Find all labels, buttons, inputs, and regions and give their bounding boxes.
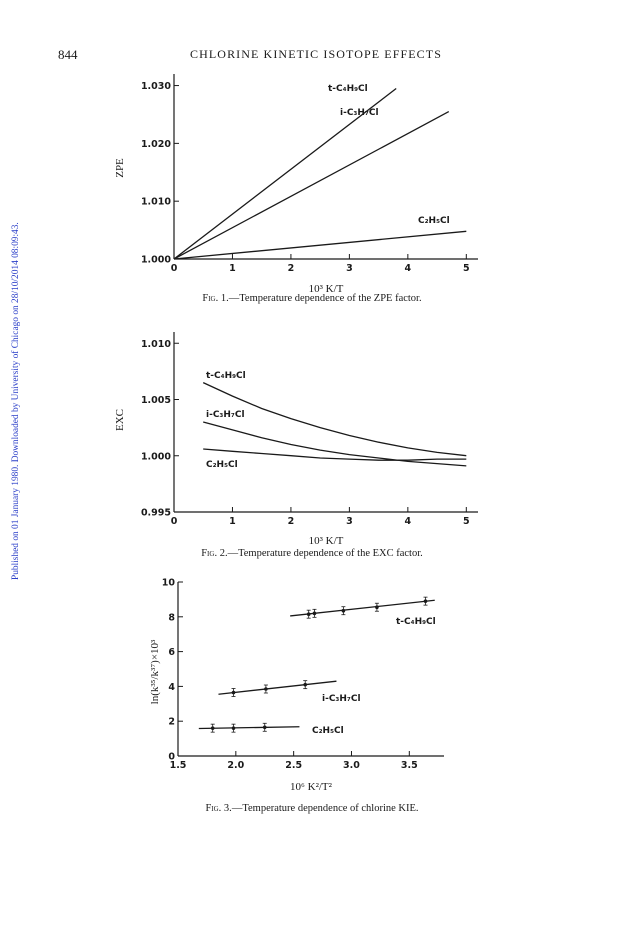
figure-1-caption-text: —Temperature dependence of the ZPE facto… [228, 293, 422, 304]
series-line-t-c-h-cl [202, 382, 467, 457]
side-note: Published on 01 January 1980. Downloaded… [4, 120, 24, 600]
x-tick-label: 4 [405, 263, 412, 274]
page-number: 844 [58, 47, 78, 62]
x-tick-label: 5 [463, 263, 470, 274]
figure-3-caption-text: —Temperature dependence of chlorine KIE. [231, 803, 419, 814]
x-tick-label: 0 [171, 516, 178, 527]
figure-2-label: Fig. 2. [201, 548, 228, 559]
series-line-i-c-h-cl [173, 111, 450, 260]
x-tick-label: 0 [171, 263, 178, 274]
y-tick-label: 1.000 [141, 451, 171, 462]
series-line-i-c-h-cl [203, 421, 467, 467]
y-tick-label: 1.030 [141, 81, 171, 92]
y-axis-title: EXC [114, 409, 126, 431]
y-tick-label: 6 [168, 647, 175, 658]
fit-line-t-c-h-cl [290, 599, 435, 617]
y-axis-title: ln(k³⁵/k³⁷)×10³ [149, 639, 161, 704]
y-tick-label: 1.000 [141, 255, 171, 266]
series-label-c-h-cl: C₂H₅Cl [312, 726, 344, 736]
fit-line-i-c-h-cl [218, 680, 337, 695]
x-tick-label: 3.5 [401, 760, 418, 771]
x-tick-label: 1 [229, 263, 236, 274]
x-tick-label: 3.0 [343, 760, 360, 771]
x-tick-label: 1.5 [170, 760, 187, 771]
figure-3: 1.5 2.0 2.5 3.0 3.5 0 2 4 6 8 10 10⁶ K²/T² ln(k³⁵/k³… [0, 568, 624, 803]
figure-1-label: Fig. 1. [202, 293, 229, 304]
fit-line-c-h-cl [198, 726, 300, 730]
x-tick-label: 3 [346, 263, 353, 274]
y-tick-label: 2 [168, 717, 175, 728]
y-tick-label: 1.020 [141, 139, 171, 150]
y-tick-label: 10 [162, 578, 176, 589]
y-tick-label: 1.005 [141, 395, 171, 406]
x-tick-label: 2 [288, 263, 295, 274]
x-tick-label: 3 [346, 516, 353, 527]
x-tick-label: 1 [229, 516, 236, 527]
y-tick-label: 4 [168, 682, 175, 693]
series-line-c-h-cl [203, 448, 467, 461]
figure-2-caption-text: —Temperature dependence of the EXC facto… [227, 548, 423, 559]
x-axis-title: 10³ K/T [309, 535, 344, 547]
series-line-t-c-h-cl [173, 87, 397, 260]
y-tick-label: 1.010 [141, 339, 171, 350]
series-line-c-h-cl [173, 230, 467, 260]
series-label-i-c-h-cl: i-C₃H₇Cl [340, 108, 379, 118]
figure-1: 0 1 2 3 4 5 1.000 1.010 1.020 1.030 10³ K/T ZPE t-C₄… [0, 60, 624, 295]
exc-chart: 0 1 2 3 4 5 0.995 1.000 1.005 1.010 10³ K/T EXC t-C₄… [114, 332, 478, 547]
y-tick-label: 1.010 [141, 197, 171, 208]
y-axis-title: ZPE [114, 158, 126, 178]
x-tick-label: 4 [405, 516, 412, 527]
series-label-i-c-h-cl: i-C₃H₇Cl [206, 410, 245, 420]
x-tick-label: 2.0 [227, 760, 244, 771]
series-label-t-c-h-cl: t-C₄H₉Cl [206, 371, 246, 381]
x-tick-label: 2 [288, 516, 295, 527]
figure-3-label: Fig. 3. [205, 803, 232, 814]
x-axis-title: 10³ K/T [309, 283, 344, 295]
series-label-t-c-h-cl: t-C₄H₉Cl [328, 84, 368, 94]
series-label-t-c-h-cl: t-C₄H₉Cl [396, 617, 436, 627]
figure-2: 0 1 2 3 4 5 0.995 1.000 1.005 1.010 10³ K/T EXC t-C₄… [0, 320, 624, 547]
zpe-chart: 0 1 2 3 4 5 1.000 1.010 1.020 1.030 10³ K/T ZPE t-C₄… [114, 74, 478, 295]
series-label-c-h-cl: C₂H₅Cl [206, 460, 238, 470]
y-tick-label: 8 [168, 612, 175, 623]
series-label-i-c-h-cl: i-C₃H₇Cl [322, 694, 361, 704]
series-label-c-h-cl: C₂H₅Cl [418, 216, 450, 226]
kie-chart: 1.5 2.0 2.5 3.0 3.5 0 2 4 6 8 10 10⁶ K²/T² ln(k³⁵/k³… [149, 578, 444, 793]
y-tick-label: 0.995 [141, 508, 171, 519]
running-head: CHLORINE KINETIC ISOTOPE EFFECTS [190, 47, 442, 61]
x-tick-label: 2.5 [285, 760, 302, 771]
side-note-text: Published on 01 January 1980. Downloaded… [10, 222, 21, 580]
figure-3-caption: Fig. 3.—Temperature dependence of chlori… [0, 803, 624, 814]
figure-1-caption: Fig. 1.—Temperature dependence of the ZP… [0, 293, 624, 304]
y-tick-label: 0 [168, 752, 175, 763]
x-tick-label: 5 [463, 516, 470, 527]
x-axis-title: 10⁶ K²/T² [290, 781, 333, 793]
figure-2-caption: Fig. 2.—Temperature dependence of the EX… [0, 548, 624, 559]
